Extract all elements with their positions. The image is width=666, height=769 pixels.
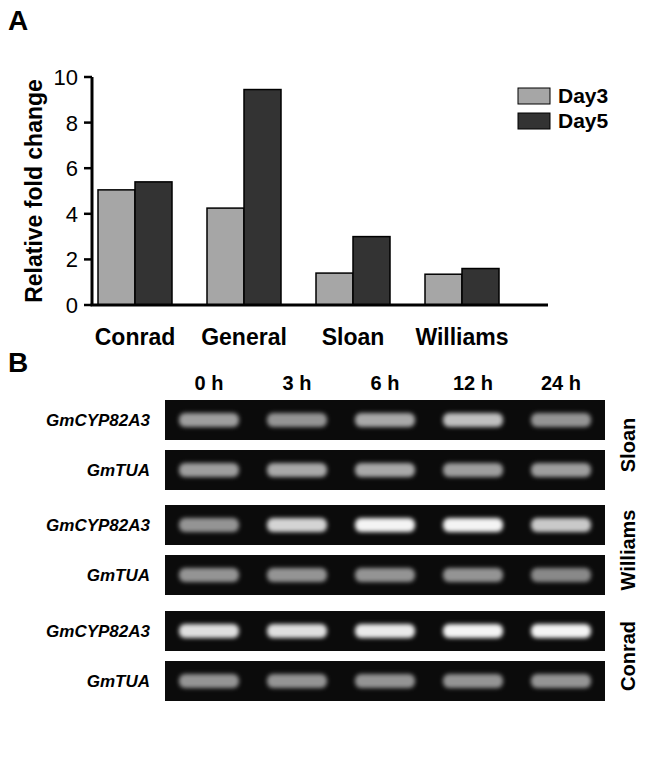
y-axis [91,77,94,305]
y-axis-label: Relative fold change [21,79,47,303]
gel-band [267,568,327,582]
legend-swatch [518,88,550,104]
gel-strip [165,611,605,651]
gel-band [179,463,239,477]
y-tick-label: 4 [66,202,78,227]
timepoint-label: 12 h [453,372,493,394]
gel-band [531,518,591,532]
gel-band [179,674,239,688]
gel-strip [165,505,605,545]
gel-band [355,518,415,532]
gel-band [267,624,327,638]
gel-band [355,674,415,688]
gel-band [267,674,327,688]
y-tick [84,258,92,261]
gel-band [443,463,503,477]
gene-label: GmCYP82A3 [46,516,150,535]
panel-label: A [8,5,28,36]
bar [244,90,281,305]
gel-band [443,518,503,532]
x-tick-label: General [201,324,287,350]
timepoint-label: 6 h [371,372,400,394]
bar [135,182,172,305]
gene-label: GmTUA [87,672,150,691]
y-tick [84,121,92,124]
bar [353,237,390,305]
gel-strip [165,400,605,440]
y-tick [84,76,92,79]
gel-band [355,568,415,582]
gel-band [179,568,239,582]
gel-band [267,518,327,532]
y-tick-label: 6 [66,156,78,181]
y-tick [84,213,92,216]
gel-band [531,568,591,582]
y-tick-label: 2 [66,247,78,272]
gel-band [443,674,503,688]
gel-band [179,518,239,532]
gel-strip [165,661,605,701]
timepoint-label: 3 h [283,372,312,394]
cultivar-label: Conrad [617,621,639,691]
gel-band [531,463,591,477]
cultivar-label: Williams [617,510,639,591]
bars [98,90,499,305]
bar [98,190,135,305]
legend-label: Day3 [558,84,608,107]
y-tick-label: 0 [66,293,78,318]
x-tick-label: Conrad [95,324,176,350]
figure: A B 0 2 4 6 8 10 Conrad General Sloan Williams Relat… [0,0,666,769]
gel-strip [165,450,605,490]
legend-label: Day5 [558,109,609,132]
gene-label: GmTUA [87,461,150,480]
gel-band [355,463,415,477]
gel-band [355,413,415,427]
x-tick-label: Williams [415,324,508,350]
y-tick-label: 10 [54,65,78,90]
gel-band [531,413,591,427]
gene-label: GmCYP82A3 [46,411,150,430]
gel-band [443,568,503,582]
bar [207,208,244,305]
gel-band [355,624,415,638]
y-tick-label: 8 [66,111,78,136]
bar [316,273,353,305]
gel-band [443,413,503,427]
y-tick [84,304,92,307]
gene-label: GmTUA [87,566,150,585]
timepoint-label: 24 h [541,372,581,394]
legend-swatch [518,113,550,129]
gel-band [179,413,239,427]
x-tick-label: Sloan [322,324,385,350]
bar [425,274,462,305]
timepoint-label: 0 h [195,372,224,394]
gene-label: GmCYP82A3 [46,622,150,641]
x-axis [91,304,549,307]
panel-label: B [8,347,28,378]
y-tick [84,167,92,170]
gel-strip [165,555,605,595]
gel-band [531,674,591,688]
bar [462,269,499,305]
gel-band [531,624,591,638]
cultivar-label: Sloan [617,418,639,472]
gel-band [443,624,503,638]
gel-band [179,624,239,638]
gel-band [267,413,327,427]
gel-band [267,463,327,477]
